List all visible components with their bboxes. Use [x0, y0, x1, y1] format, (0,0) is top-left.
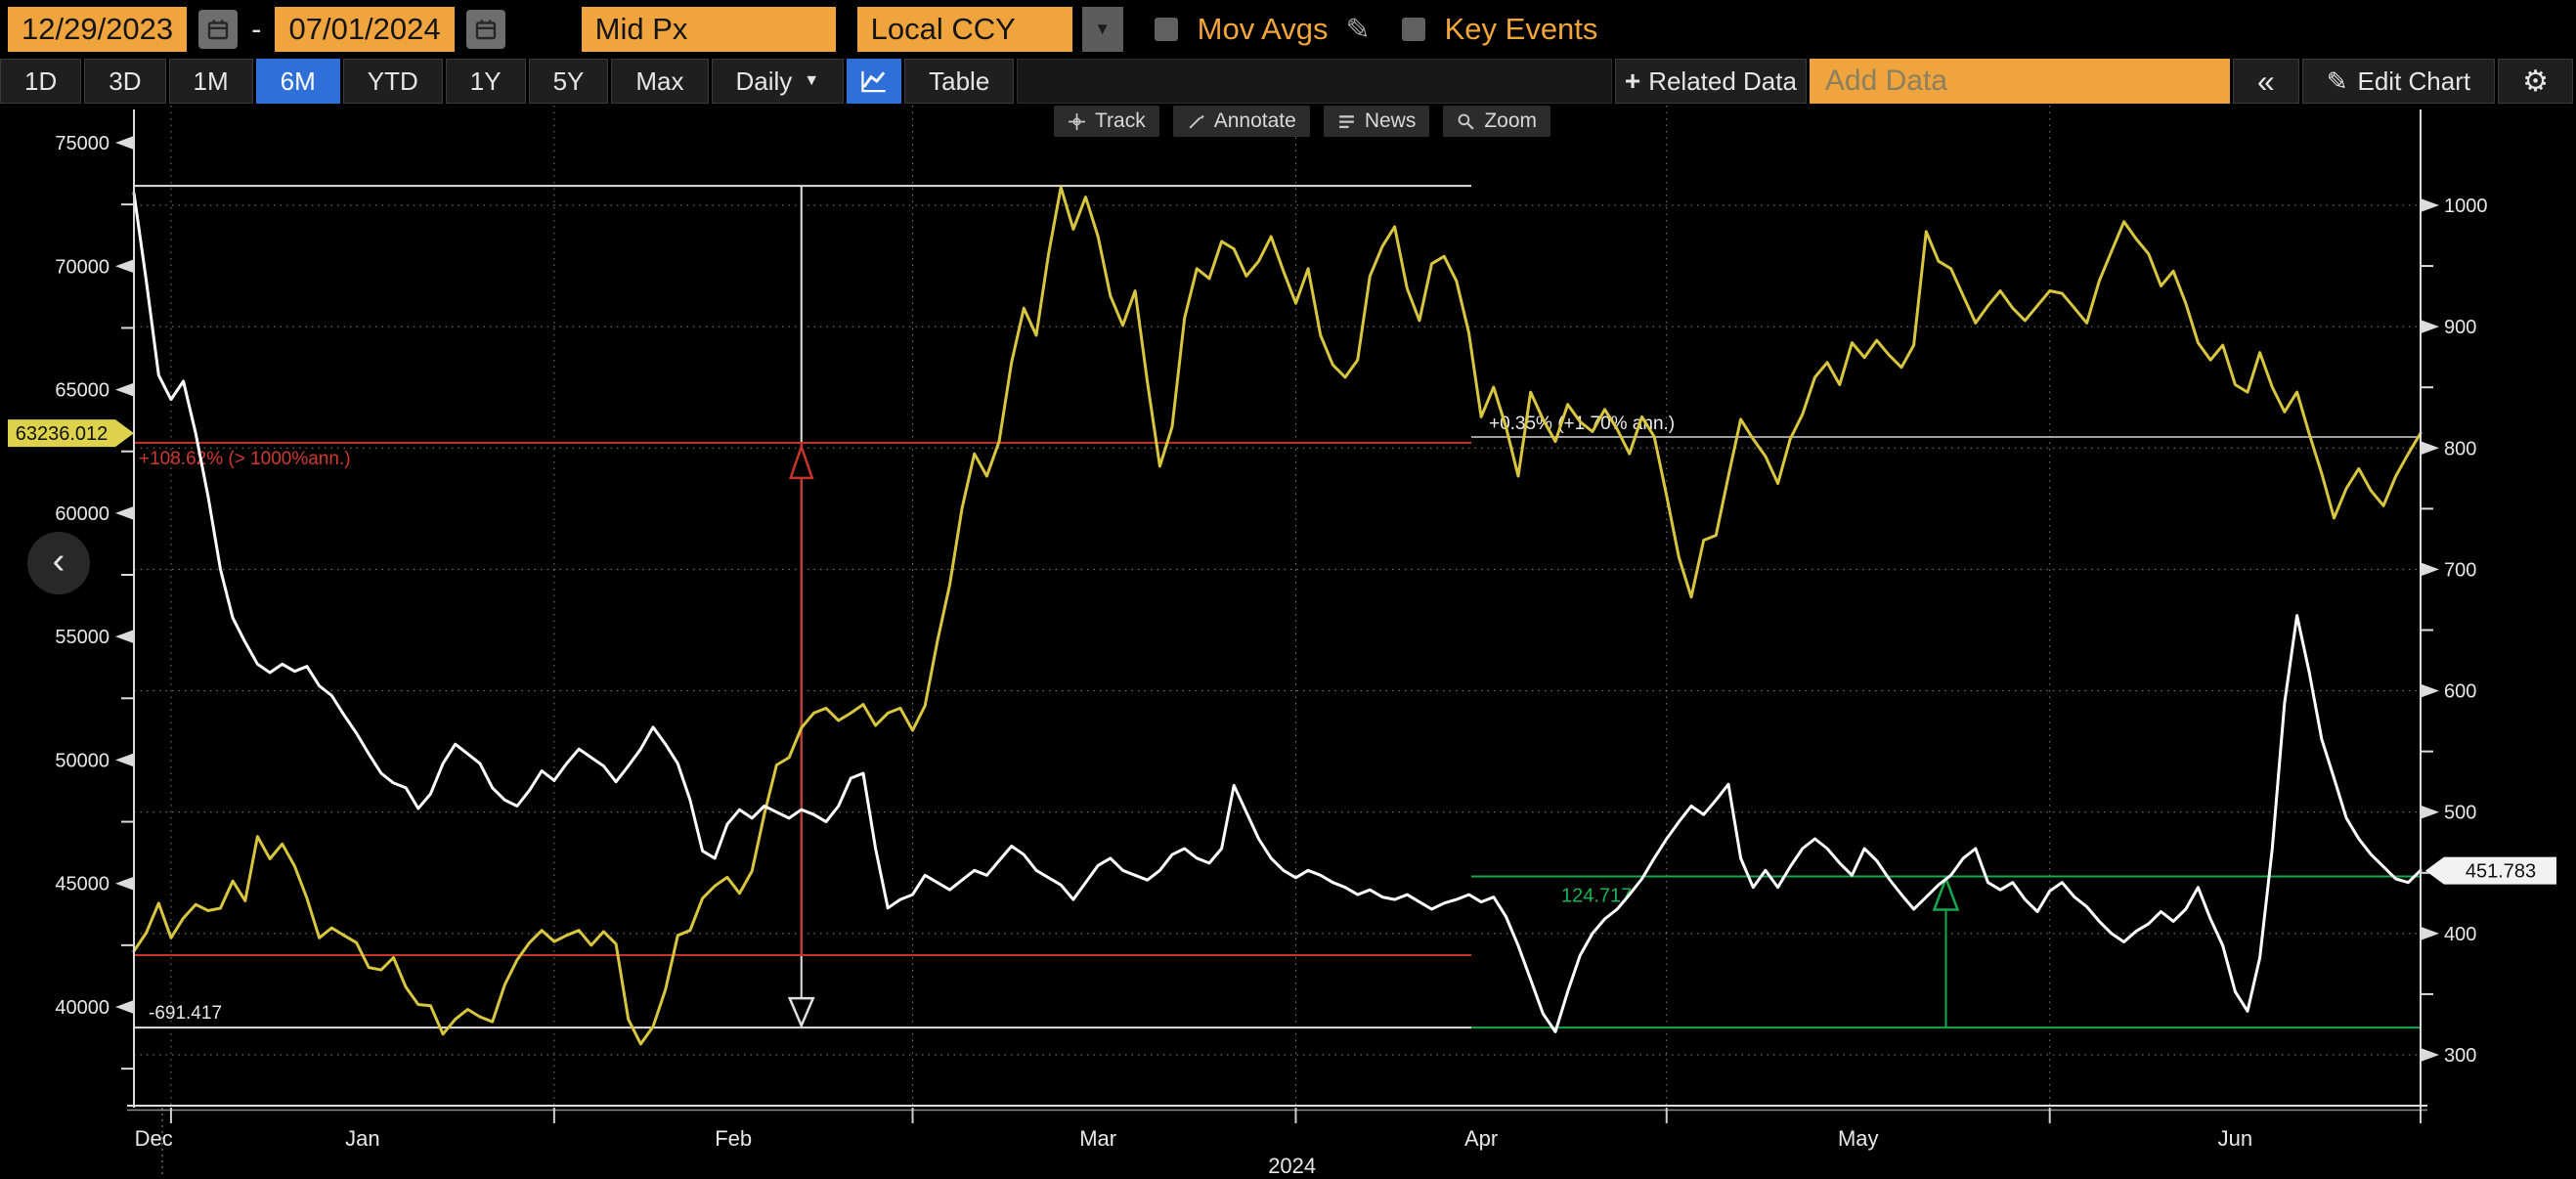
tab-5y[interactable]: 5Y — [528, 59, 609, 104]
frequency-value: Daily — [735, 66, 793, 96]
double-chevron-left-icon: « — [2256, 63, 2275, 99]
zoom-label: Zoom — [1484, 109, 1538, 132]
svg-text:1000: 1000 — [2444, 196, 2488, 217]
track-label: Track — [1095, 109, 1146, 132]
svg-text:2024: 2024 — [1268, 1154, 1316, 1178]
news-label: News — [1364, 109, 1417, 132]
svg-text:63236.012: 63236.012 — [16, 423, 109, 445]
svg-text:Dec: Dec — [135, 1126, 173, 1151]
svg-text:65000: 65000 — [55, 380, 109, 402]
svg-text:75000: 75000 — [55, 133, 109, 154]
plus-icon: + — [1624, 66, 1641, 96]
svg-text:Feb: Feb — [715, 1126, 752, 1151]
date-range-separator: - — [251, 12, 262, 46]
zoom-button[interactable]: Zoom — [1443, 106, 1551, 137]
svg-text:Mar: Mar — [1079, 1126, 1116, 1151]
chart-mini-toolbar: Track Annotate News Zoom — [1054, 106, 1551, 137]
svg-text:600: 600 — [2444, 681, 2476, 703]
tab-1d[interactable]: 1D — [0, 59, 82, 104]
calendar-icon[interactable] — [198, 10, 239, 49]
svg-text:800: 800 — [2444, 438, 2476, 459]
magnifier-icon — [1458, 113, 1474, 130]
price-type-field[interactable]: Mid Px — [581, 7, 836, 52]
svg-text:700: 700 — [2444, 559, 2476, 581]
svg-text:124.717: 124.717 — [1561, 886, 1632, 907]
nav-toolbar: 1D 3D 1M 6M YTD 1Y 5Y Max Daily ▼ Table + Relat… — [0, 59, 2576, 104]
currency-dropdown-arrow-icon[interactable]: ▼ — [1081, 7, 1123, 52]
chevron-left-icon: ‹ — [52, 540, 65, 582]
news-button[interactable]: News — [1323, 106, 1430, 137]
svg-text:Jan: Jan — [345, 1126, 379, 1151]
date-from-value: 12/29/2023 — [22, 12, 174, 46]
svg-text:500: 500 — [2444, 803, 2476, 824]
tab-ytd[interactable]: YTD — [342, 59, 443, 104]
tab-3d[interactable]: 3D — [84, 59, 166, 104]
svg-text:40000: 40000 — [55, 997, 109, 1019]
svg-text:-691.417: -691.417 — [149, 1003, 222, 1024]
line-chart-icon — [861, 70, 886, 93]
tab-6m[interactable]: 6M — [255, 59, 340, 104]
range-tabs: 1D 3D 1M 6M YTD 1Y 5Y Max — [0, 59, 712, 104]
svg-text:Jun: Jun — [2218, 1126, 2252, 1151]
chart-type-button[interactable] — [847, 59, 902, 104]
svg-text:45000: 45000 — [55, 874, 109, 895]
table-button[interactable]: Table — [904, 59, 1015, 104]
svg-text:55000: 55000 — [55, 627, 109, 648]
mov-avgs-pencil-icon[interactable]: ✎ — [1345, 13, 1371, 46]
pencil-icon: ✎ — [2326, 66, 2348, 96]
annotate-label: Annotate — [1213, 109, 1296, 132]
key-events-label[interactable]: Key Events — [1444, 12, 1598, 46]
svg-text:May: May — [1838, 1126, 1879, 1151]
currency-value: Local CCY — [870, 12, 1016, 46]
gear-icon: ⚙ — [2522, 65, 2549, 98]
crosshair-icon — [1069, 112, 1085, 130]
date-to-field[interactable]: 07/01/2024 — [275, 7, 455, 52]
annotate-button[interactable]: Annotate — [1172, 106, 1310, 137]
svg-text:60000: 60000 — [55, 503, 109, 525]
svg-text:400: 400 — [2444, 924, 2476, 945]
related-data-button[interactable]: + Related Data — [1614, 59, 1807, 104]
annotate-pencil-icon — [1189, 114, 1204, 129]
tab-1y[interactable]: 1Y — [445, 59, 526, 104]
svg-text:451.783: 451.783 — [2466, 861, 2536, 883]
edit-chart-label: Edit Chart — [2357, 66, 2471, 96]
chevron-down-icon: ▼ — [804, 72, 820, 89]
svg-text:300: 300 — [2444, 1045, 2476, 1067]
tab-max[interactable]: Max — [611, 59, 709, 104]
tab-1m[interactable]: 1M — [168, 59, 253, 104]
add-data-input[interactable] — [1809, 59, 2230, 104]
news-icon — [1338, 114, 1354, 128]
calendar-icon[interactable] — [465, 10, 505, 49]
settings-button[interactable]: ⚙ — [2498, 59, 2573, 104]
top-toolbar: 12/29/2023 - 07/01/2024 Mid Px Local CCY… — [0, 0, 2576, 59]
svg-text:50000: 50000 — [55, 750, 109, 771]
related-data-label: Related Data — [1648, 66, 1797, 96]
toolbar-spacer — [1017, 59, 1612, 104]
frequency-dropdown[interactable]: Daily ▼ — [711, 59, 845, 104]
date-to-value: 07/01/2024 — [288, 12, 441, 46]
currency-field[interactable]: Local CCY — [856, 7, 1072, 52]
pane-collapse-button[interactable]: ‹ — [27, 532, 90, 594]
mov-avgs-checkbox[interactable] — [1154, 18, 1178, 41]
mov-avgs-label[interactable]: Mov Avgs — [1197, 12, 1329, 46]
key-events-checkbox[interactable] — [1401, 18, 1425, 41]
svg-text:Apr: Apr — [1464, 1126, 1498, 1151]
svg-text:+108.62% (> 1000%ann.): +108.62% (> 1000%ann.) — [139, 449, 351, 469]
table-label: Table — [929, 66, 990, 96]
track-button[interactable]: Track — [1054, 106, 1159, 137]
date-from-field[interactable]: 12/29/2023 — [8, 7, 188, 52]
collapse-button[interactable]: « — [2232, 59, 2299, 104]
svg-text:70000: 70000 — [55, 256, 109, 278]
edit-chart-button[interactable]: ✎ Edit Chart — [2301, 59, 2496, 104]
price-type-value: Mid Px — [594, 12, 688, 46]
svg-text:900: 900 — [2444, 317, 2476, 338]
